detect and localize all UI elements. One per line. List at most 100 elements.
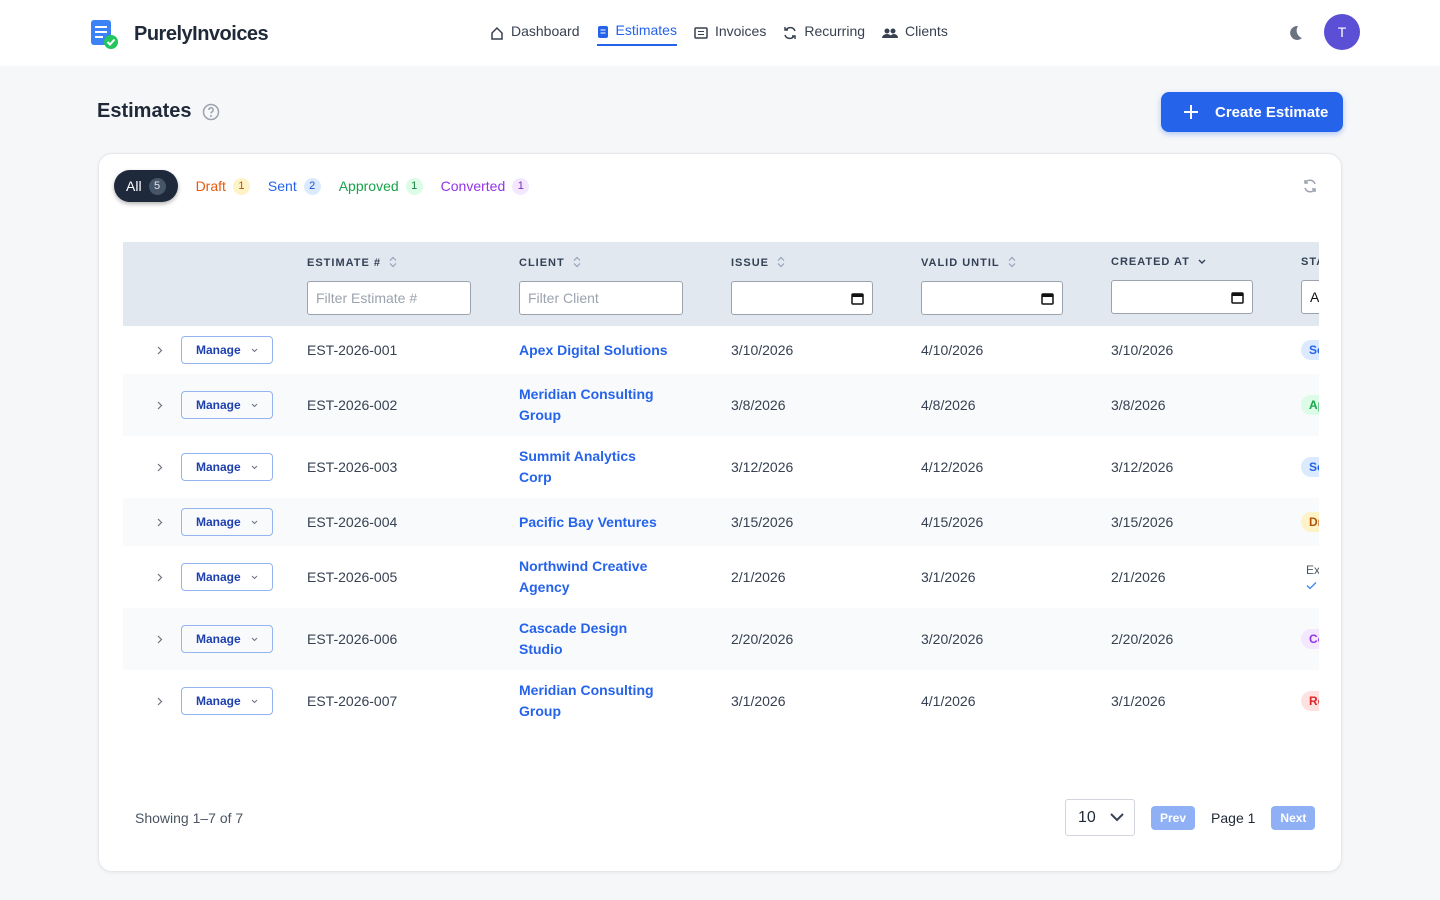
brand[interactable]: PurelyInvoices (90, 18, 269, 50)
manage-button[interactable]: Manage (181, 563, 273, 591)
tab-count: 1 (405, 177, 423, 195)
icon (157, 573, 163, 582)
expand-cell (123, 326, 181, 374)
nav-link-label: Clients (905, 23, 948, 39)
plus-icon (1184, 105, 1198, 119)
nav-link[interactable]: Clients (882, 22, 948, 46)
create-button[interactable]: Create Estimate (1161, 92, 1343, 132)
status-badge: Expired (1306, 563, 1319, 577)
icon (157, 463, 163, 472)
cell: 3/1/2026 (1111, 670, 1301, 732)
refresh-button[interactable] (1302, 178, 1318, 194)
client-link[interactable]: Apex Digital Solutions (519, 341, 668, 358)
cell-text: 2/1/2026 (1111, 569, 1166, 585)
brand-logo (91, 20, 118, 49)
cell-text: 3/1/2026 (1111, 693, 1166, 709)
expand-cell (123, 436, 181, 498)
manage-button[interactable]: Manage (181, 625, 273, 653)
manage-button[interactable]: Manage (181, 453, 273, 481)
nav-links: Dashboard Estimates Invoices Recurring Clien… (490, 22, 948, 46)
manage-button[interactable]: Manage (181, 687, 273, 715)
status-tab[interactable]: Draft 1 (196, 170, 250, 202)
cell-text: 3/12/2026 (731, 459, 794, 475)
prev-button[interactable]: Prev (1151, 805, 1196, 830)
cell-text: EST-2026-003 (307, 459, 398, 475)
cell: 3/10/2026 (731, 326, 921, 374)
column-label[interactable]: STATUS (1301, 256, 1319, 268)
tab-label: Sent (267, 178, 297, 194)
cell-text: EST-2026-004 (307, 514, 398, 530)
cell: 4/8/2026 (921, 374, 1111, 436)
cell-text: 3/10/2026 (731, 342, 794, 358)
cell: 3/8/2026 (1111, 374, 1301, 436)
nav-link[interactable]: Invoices (694, 22, 766, 46)
theme-toggle[interactable] (1286, 24, 1304, 42)
cell: 4/1/2026 (921, 670, 1111, 732)
status-tab[interactable]: Converted 1 (441, 170, 530, 202)
brand-name: PurelyInvoices (134, 22, 269, 45)
nav-link[interactable]: Dashboard (490, 22, 580, 46)
cell: 3/1/2026 (731, 670, 921, 732)
cell: Rejected (1301, 670, 1319, 732)
column-filter[interactable]: Filter Estimate # (307, 281, 471, 315)
next-button[interactable]: Next (1271, 805, 1316, 830)
cell: Apex Digital Solutions (519, 326, 731, 374)
column-filter[interactable] (1111, 280, 1253, 314)
cell: EST-2026-007 (307, 670, 519, 732)
cell-text: 3/8/2026 (1111, 397, 1166, 413)
cell-text: EST-2026-002 (307, 397, 398, 413)
icon (157, 346, 163, 355)
column-filter[interactable] (921, 281, 1063, 315)
status-tab[interactable]: Sent 2 (268, 170, 321, 202)
client-link[interactable]: Meridian Consulting Group (519, 386, 654, 423)
client-link[interactable]: Cascade Design Studio (519, 620, 628, 657)
column-filter[interactable] (731, 281, 873, 315)
cell: 3/8/2026 (731, 374, 921, 436)
filter-value: All (1310, 289, 1319, 305)
column-label[interactable]: ISSUE (731, 257, 770, 269)
manage-button[interactable]: Manage (181, 336, 273, 364)
client-link[interactable]: Summit Analytics Corp (519, 448, 636, 485)
tab-label: Approved (338, 178, 399, 194)
cell-text: 4/10/2026 (921, 342, 984, 358)
tab-count: 1 (512, 177, 530, 195)
column-filter[interactable]: Filter Client (519, 281, 683, 315)
column-header: VALID UNTIL (921, 242, 1111, 326)
manage-label: Manage (196, 398, 241, 412)
manage-button[interactable]: Manage (181, 391, 273, 419)
column-label[interactable]: CREATED AT (1111, 256, 1190, 268)
status-tab[interactable]: Approved 1 (339, 170, 423, 202)
column-label[interactable]: ESTIMATE # (307, 257, 381, 269)
nav-link[interactable]: Recurring (783, 22, 865, 46)
column-filter[interactable]: All (1301, 280, 1319, 314)
cell-text: 3/1/2026 (731, 693, 786, 709)
manage-cell: Manage (181, 498, 307, 546)
cell: 3/1/2026 (921, 546, 1111, 608)
help-icon[interactable] (202, 103, 220, 121)
cell: 3/15/2026 (1111, 498, 1301, 546)
page-size-select[interactable]: 10 (1065, 799, 1135, 836)
cell: EST-2026-004 (307, 498, 519, 546)
column-header: CREATED AT (1111, 242, 1301, 326)
client-link[interactable]: Meridian Consulting Group (519, 682, 654, 719)
status-tab[interactable]: All 5 (114, 170, 178, 202)
cell: 4/12/2026 (921, 436, 1111, 498)
cell-text: EST-2026-001 (307, 342, 398, 358)
cell: 2/1/2026 (731, 546, 921, 608)
cell: Summit Analytics Corp (519, 436, 731, 498)
status-badge: Draft (1301, 512, 1319, 532)
column-label[interactable]: VALID UNTIL (921, 257, 1000, 269)
column-label[interactable]: CLIENT (519, 257, 565, 269)
expand-cell (123, 608, 181, 670)
manage-cell: Manage (181, 546, 307, 608)
icon (597, 25, 608, 38)
nav-link[interactable]: Estimates (596, 22, 677, 46)
client-link[interactable]: Pacific Bay Ventures (519, 513, 657, 530)
cell: 3/20/2026 (921, 608, 1111, 670)
icon (784, 26, 797, 39)
manage-button[interactable]: Manage (181, 508, 273, 536)
icon (251, 637, 258, 641)
avatar[interactable]: T (1324, 14, 1360, 50)
client-link[interactable]: Northwind Creative Agency (519, 558, 648, 595)
filter-placeholder: Filter Client (528, 290, 599, 306)
